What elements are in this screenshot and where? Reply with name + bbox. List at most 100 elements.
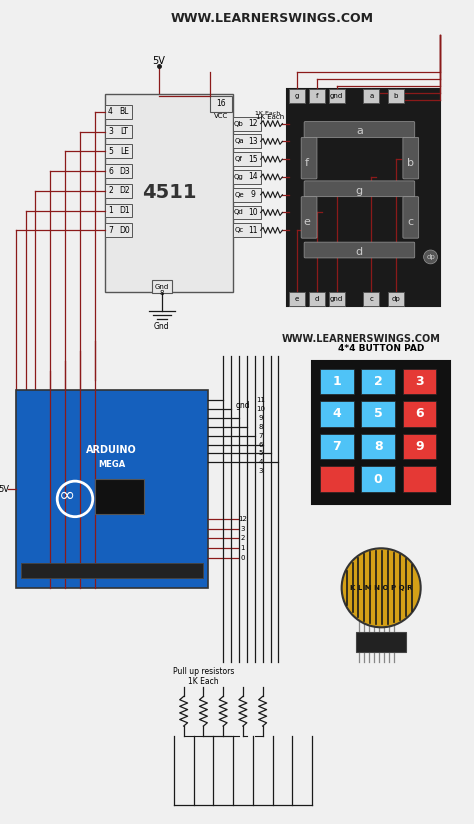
Text: LT: LT — [120, 127, 128, 136]
Bar — [233, 188, 261, 202]
Bar — [16, 391, 208, 588]
Text: 4511: 4511 — [142, 183, 196, 202]
Text: 5V: 5V — [153, 56, 165, 67]
Bar — [289, 293, 305, 307]
Text: 15: 15 — [248, 155, 257, 164]
Text: gnd: gnd — [330, 93, 343, 99]
FancyBboxPatch shape — [301, 138, 317, 179]
Bar — [329, 89, 345, 103]
Text: e: e — [304, 218, 310, 227]
Bar — [364, 293, 379, 307]
Text: 10: 10 — [256, 406, 265, 412]
Text: WWW.LEARNERSWINGS.COM: WWW.LEARNERSWINGS.COM — [282, 334, 441, 344]
Bar — [105, 164, 132, 178]
Text: 11: 11 — [256, 397, 265, 403]
Text: 8: 8 — [160, 291, 164, 297]
Text: D1: D1 — [119, 206, 130, 215]
Text: b: b — [394, 93, 398, 99]
Bar — [361, 401, 395, 427]
Bar — [312, 361, 450, 503]
Text: WWW.LEARNERSWINGS.COM: WWW.LEARNERSWINGS.COM — [171, 12, 374, 26]
Text: 3: 3 — [108, 127, 113, 136]
Bar — [152, 279, 172, 293]
Text: c: c — [369, 297, 373, 302]
Text: MEGA: MEGA — [98, 460, 125, 469]
Bar — [320, 466, 354, 492]
Bar — [233, 170, 261, 184]
Text: dp: dp — [392, 297, 401, 302]
Text: 3: 3 — [241, 526, 245, 531]
Text: gnd: gnd — [236, 400, 250, 410]
Text: g: g — [295, 93, 300, 99]
Text: 12: 12 — [248, 119, 257, 128]
Text: 5V: 5V — [0, 485, 9, 494]
Bar — [105, 105, 132, 119]
Text: a: a — [369, 93, 374, 99]
Text: 5: 5 — [108, 147, 113, 156]
Text: 16: 16 — [216, 100, 226, 108]
Text: 4: 4 — [258, 459, 263, 466]
Text: 7: 7 — [258, 433, 263, 438]
Text: f: f — [316, 93, 318, 99]
Bar — [320, 401, 354, 427]
Text: c: c — [408, 218, 414, 227]
FancyBboxPatch shape — [403, 138, 419, 179]
Text: f: f — [305, 158, 309, 168]
Text: 9: 9 — [258, 415, 263, 421]
Bar — [309, 293, 325, 307]
Bar — [361, 466, 395, 492]
Text: VCC: VCC — [214, 113, 228, 119]
Text: d: d — [315, 297, 319, 302]
Text: 7: 7 — [332, 440, 341, 453]
Text: 12: 12 — [238, 516, 247, 522]
Text: D2: D2 — [119, 186, 130, 195]
Text: Qf: Qf — [235, 157, 243, 162]
Text: 2: 2 — [241, 536, 245, 541]
Text: 4: 4 — [108, 107, 113, 116]
Text: ∞: ∞ — [59, 486, 75, 505]
Bar — [361, 433, 395, 460]
FancyBboxPatch shape — [403, 197, 419, 238]
Bar — [105, 144, 132, 158]
Text: 1: 1 — [108, 206, 113, 215]
Text: 5: 5 — [374, 408, 383, 420]
Text: 1: 1 — [332, 375, 341, 388]
Bar — [356, 632, 406, 652]
Text: 1K Each: 1K Each — [255, 111, 280, 116]
Text: a: a — [356, 125, 363, 135]
Bar — [233, 134, 261, 148]
Text: 6: 6 — [258, 442, 263, 447]
Bar — [361, 368, 395, 394]
FancyBboxPatch shape — [304, 181, 415, 197]
Text: ARDUINO: ARDUINO — [86, 444, 137, 455]
FancyBboxPatch shape — [301, 197, 317, 238]
Bar — [329, 293, 345, 307]
Text: BL: BL — [120, 107, 129, 116]
Text: 13: 13 — [248, 137, 257, 146]
Bar — [233, 223, 261, 237]
Text: g: g — [356, 185, 363, 196]
Bar — [403, 466, 437, 492]
Bar — [105, 124, 132, 138]
Text: 4*4 BUTTON PAD: 4*4 BUTTON PAD — [338, 344, 424, 353]
Text: Gnd: Gnd — [155, 283, 169, 289]
Text: Qc: Qc — [234, 227, 244, 233]
Bar — [21, 563, 203, 578]
Text: Pull up resistors
1K Each: Pull up resistors 1K Each — [173, 667, 234, 686]
Text: 4: 4 — [332, 408, 341, 420]
Text: Gnd: Gnd — [154, 321, 170, 330]
Bar — [320, 368, 354, 394]
Bar — [403, 401, 437, 427]
Bar — [210, 96, 232, 112]
Bar — [105, 223, 132, 237]
Bar — [105, 94, 233, 292]
Circle shape — [424, 250, 438, 264]
Bar — [289, 89, 305, 103]
Bar — [388, 293, 404, 307]
Text: 1: 1 — [241, 545, 245, 551]
Text: gnd: gnd — [330, 297, 343, 302]
FancyBboxPatch shape — [304, 122, 415, 138]
Text: dp: dp — [426, 254, 435, 260]
Text: 1K Each: 1K Each — [256, 114, 285, 119]
Text: d: d — [356, 247, 363, 257]
